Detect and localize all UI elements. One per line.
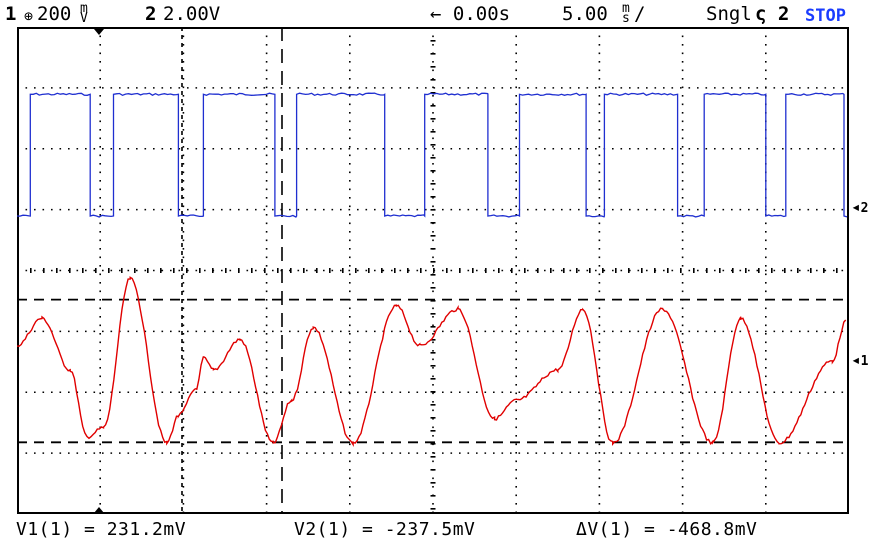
scope-screen	[17, 27, 849, 514]
trigger-mode[interactable]: Sngl	[706, 3, 752, 25]
waveform-display	[17, 27, 849, 514]
ch2-ground-marker[interactable]: ◂2	[851, 197, 869, 216]
time-scale-unit-top: m	[622, 1, 630, 16]
time-scale-suffix: /	[634, 3, 646, 25]
time-scale-unit-bottom: s	[622, 11, 630, 26]
cursor-v2-readout: V2(1) = -237.5mV	[294, 519, 476, 540]
ch1-ground-marker[interactable]: ◂1	[851, 350, 869, 369]
run-state-badge[interactable]: STOP	[805, 6, 846, 26]
measurement-bar: V1(1) = 231.2mV V2(1) = -237.5mV ΔV(1) =…	[0, 516, 878, 556]
ch1-scale-unit-top: m	[80, 1, 88, 16]
ch2-label[interactable]: 2	[145, 3, 157, 25]
trigger-source[interactable]: ς 2	[755, 3, 790, 25]
ch1-ground-arrow-icon: ◂	[851, 350, 861, 369]
cursor-delta-readout: ΔV(1) = -468.8mV	[576, 519, 758, 540]
ch2-scale[interactable]: 2.00V	[163, 3, 221, 25]
ch1-scale-unit-bottom: V	[80, 11, 88, 26]
ch1-label[interactable]: 1	[5, 3, 17, 25]
ch1-scale-value[interactable]: 200	[37, 3, 72, 25]
cursor-bottom-marker-icon	[94, 507, 104, 513]
status-bar: 1 ⊕ 200 m V 2 2.00V ← 0.00s 5.00 m s / S…	[0, 0, 878, 28]
channel2-trace	[17, 92, 848, 218]
ch1-ground-label: 1	[860, 354, 869, 369]
ch2-ground-arrow-icon: ◂	[851, 197, 861, 216]
ch2-ground-label: 2	[860, 201, 869, 216]
cursor-v1-readout: V1(1) = 231.2mV	[16, 519, 187, 540]
ch1-coupling-icon: ⊕	[24, 7, 34, 25]
time-offset[interactable]: ← 0.00s	[430, 3, 511, 25]
cursor-top-marker-icon	[94, 29, 104, 35]
channel1-trace	[17, 276, 847, 448]
time-scale-value[interactable]: 5.00	[562, 3, 608, 25]
